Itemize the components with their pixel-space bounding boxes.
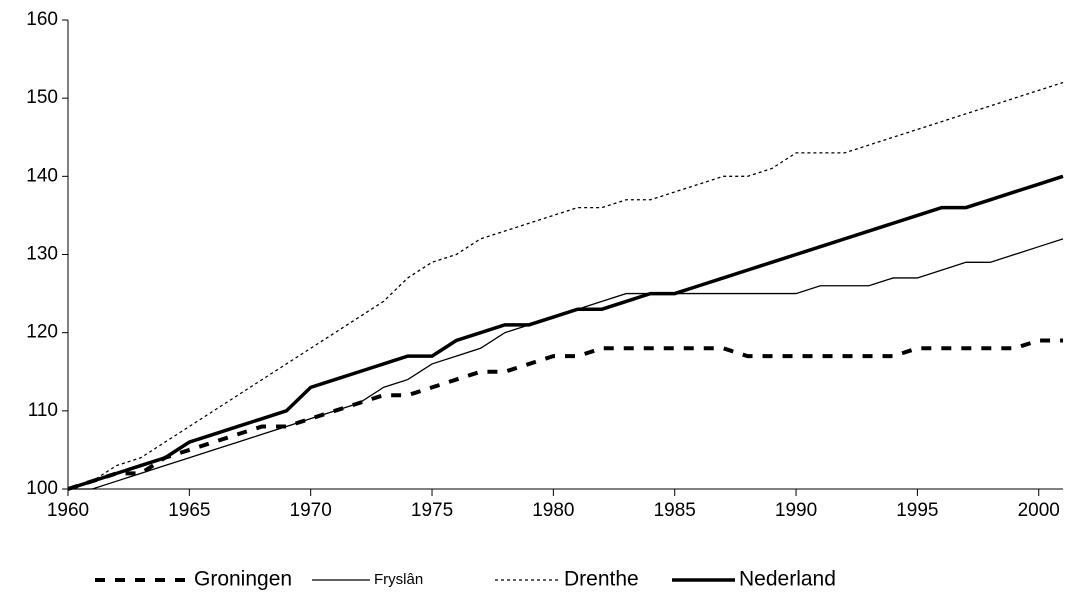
x-tick-label: 1975 (411, 500, 453, 521)
y-tick-label: 160 (26, 9, 58, 30)
legend-label: Groningen (194, 568, 292, 591)
x-tick-label: 1990 (775, 500, 817, 521)
y-tick-label: 100 (26, 478, 58, 499)
series-line (67, 81, 1064, 490)
x-tick-label: 1970 (290, 500, 332, 521)
y-tick-label: 110 (28, 400, 58, 421)
y-tick-label: 130 (26, 244, 58, 265)
series-line (67, 338, 1063, 491)
x-tick-label: 1960 (47, 500, 89, 521)
legend-label: Fryslân (374, 571, 423, 588)
y-tick-label: 150 (26, 87, 58, 108)
y-tick-label: 140 (26, 165, 58, 186)
series-line (68, 238, 1064, 490)
x-tick-label: 2000 (1018, 500, 1060, 521)
x-tick-label: 1995 (896, 500, 938, 521)
series-line (67, 174, 1064, 491)
x-tick-label: 1965 (168, 500, 210, 521)
y-tick-label: 120 (26, 322, 58, 343)
x-tick-label: 1980 (532, 500, 574, 521)
legend-label: Drenthe (564, 568, 639, 591)
x-tick-label: 1985 (654, 500, 696, 521)
legend-label: Nederland (739, 568, 836, 591)
